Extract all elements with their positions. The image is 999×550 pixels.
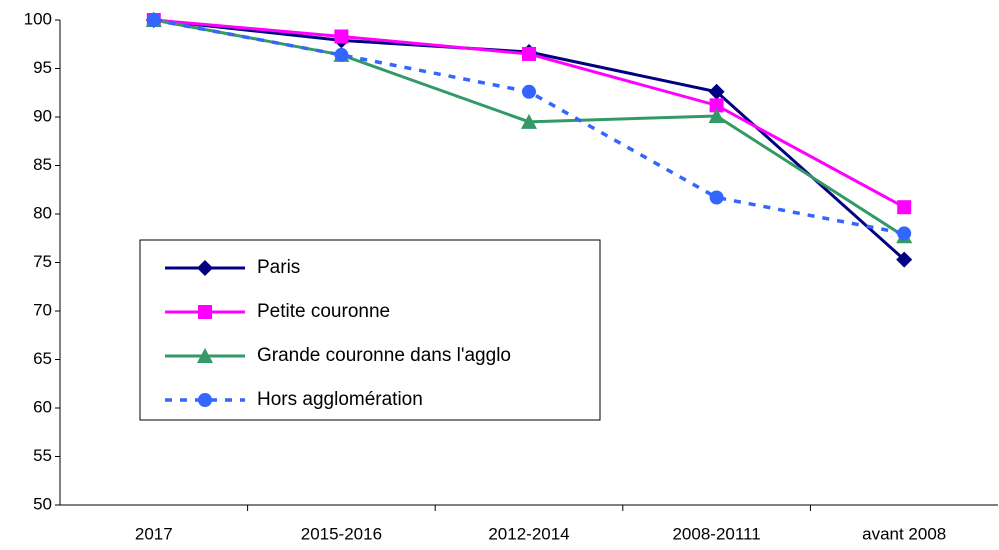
marker: [897, 200, 912, 215]
y-tick-label: 50: [33, 494, 52, 513]
marker: [897, 226, 912, 241]
x-tick-label: 2012-2014: [488, 524, 569, 543]
y-tick-label: 75: [33, 252, 52, 271]
marker: [334, 29, 349, 44]
y-tick-label: 80: [33, 203, 52, 222]
marker: [708, 108, 725, 124]
y-tick-label: 65: [33, 349, 52, 368]
legend-label: Grande couronne dans l'agglo: [257, 345, 511, 366]
marker: [146, 13, 161, 27]
legend-label: Paris: [257, 257, 300, 278]
legend-label: Hors agglomération: [257, 389, 423, 410]
y-tick-label: 90: [33, 106, 52, 125]
marker: [522, 46, 536, 61]
marker: [198, 393, 212, 407]
marker: [522, 84, 536, 99]
marker: [708, 83, 725, 100]
x-tick-label: 2017: [135, 524, 173, 543]
x-tick-label: 2015-2016: [301, 524, 382, 543]
y-tick-label: 60: [33, 397, 52, 416]
legend-label: Petite couronne: [257, 301, 390, 322]
y-tick-label: 100: [24, 9, 52, 28]
marker: [198, 305, 212, 319]
y-tick-label: 55: [33, 446, 52, 465]
marker: [709, 190, 724, 205]
marker: [521, 113, 537, 129]
x-tick-label: 2008-20111: [672, 524, 760, 543]
legend: Paris Petite couronne Grande couronne dans…: [139, 239, 601, 421]
y-tick-label: 95: [33, 58, 52, 77]
y-tick-label: 70: [33, 300, 52, 319]
legend-box: [139, 239, 601, 421]
y-tick-label: 85: [33, 155, 52, 174]
marker: [334, 47, 349, 62]
series-line: [153, 18, 905, 236]
marker: [197, 260, 213, 276]
x-tick-label: avant 2008: [862, 524, 946, 543]
marker: [197, 348, 213, 363]
marker: [896, 251, 913, 268]
marker: [709, 98, 724, 113]
